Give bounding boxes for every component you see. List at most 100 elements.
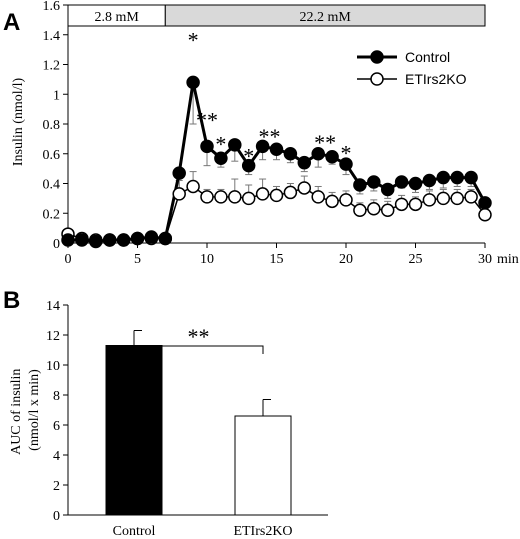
etirs2ko-point: [186, 179, 200, 194]
x-tick-label: 30: [478, 252, 492, 267]
etirs2ko-point: [353, 203, 367, 218]
x-tick-label: 5: [134, 252, 141, 267]
etirs2ko-point: [450, 191, 464, 206]
significance-marker: *: [243, 143, 254, 168]
panel-a-significance: **** *** ** *: [188, 27, 352, 168]
y-tick-label: 0.2: [43, 207, 61, 222]
significance-marker: **: [188, 324, 210, 349]
etirs2ko-bar: [234, 415, 292, 516]
panel-b-y-label-line2: (nmol/l x min): [27, 369, 42, 451]
control-point: [200, 139, 214, 154]
control-point: [464, 170, 478, 185]
control-point: [255, 139, 270, 154]
y-tick-label: 0: [53, 237, 60, 252]
control-point: [158, 231, 173, 246]
significance-marker: *: [341, 140, 352, 165]
y-tick-label: 0.4: [43, 178, 61, 193]
legend-item-control: Control: [357, 49, 450, 65]
significance-marker: **: [196, 108, 218, 133]
y-tick-label: 1.4: [43, 29, 61, 44]
control-point: [144, 230, 159, 244]
x-tick-label: 0: [65, 252, 72, 267]
y-tick-label: 0.6: [43, 148, 61, 163]
control-point: [339, 157, 353, 171]
legend-item-etirs2ko: ETIrs2KO: [357, 71, 467, 87]
panel-a-legend: Control ETIrs2KO: [357, 49, 467, 87]
control-bar: [105, 345, 163, 516]
control-point: [422, 173, 437, 188]
control-point: [102, 233, 117, 247]
panel-b-y-ticks: 0 2 4 6 8 10 12 14: [46, 299, 68, 524]
x-tick-label: 25: [409, 252, 423, 267]
x-tick-label: 15: [270, 252, 284, 267]
phase-segment: [164, 4, 486, 27]
legend-etirs2ko-marker: [370, 72, 384, 86]
panel-a-letter: A: [3, 9, 20, 36]
control-point: [228, 138, 242, 152]
y-tick-label: 2: [53, 479, 60, 494]
control-point: [367, 175, 381, 189]
etirs2ko-point: [172, 187, 186, 201]
etirs2ko-point: [241, 191, 256, 206]
y-tick-label: 10: [46, 359, 60, 374]
y-tick-label: 0.8: [43, 118, 61, 133]
etirs2ko-point: [422, 193, 437, 207]
panel-a-x-ticks: 0 5 10 15 20 25 30: [65, 243, 492, 267]
legend-control-marker: [370, 50, 384, 64]
significance-marker: **: [314, 130, 336, 155]
y-tick-label: 4: [53, 449, 60, 464]
y-tick-label: 12: [46, 329, 60, 344]
y-tick-label: 1.2: [43, 59, 61, 74]
control-line: [68, 81, 487, 244]
significance-bracket: [133, 345, 264, 354]
legend-etirs2ko-label: ETIrs2KO: [405, 71, 467, 87]
etirs2ko-point: [214, 190, 228, 204]
significance-marker: *: [188, 27, 199, 52]
etirs2ko-point: [394, 197, 409, 212]
panel-b-significance: **: [133, 324, 264, 354]
phase-label: 22.2 mM: [299, 10, 351, 25]
control-point: [311, 147, 325, 161]
control-point: [283, 147, 298, 161]
panel-b-y-label: AUC of insulin (nmol/l x min): [9, 365, 42, 455]
panel-b-letter: B: [3, 287, 20, 314]
y-tick-label: 1.6: [43, 0, 61, 14]
control-point: [408, 176, 423, 191]
control-point: [394, 175, 409, 189]
control-point: [186, 75, 200, 90]
control-point: [75, 233, 89, 247]
panel-a-y-label: Insulin (nmol/l): [11, 78, 26, 167]
etirs2ko-point: [228, 190, 242, 204]
etirs2ko-point: [367, 202, 381, 216]
etirs2ko-point: [339, 193, 353, 207]
etirs2ko-point: [255, 187, 270, 201]
etirs2ko-point: [408, 197, 423, 212]
etirs2ko-point: [478, 207, 492, 222]
legend-control-label: Control: [405, 49, 450, 65]
control-point: [89, 234, 103, 249]
etirs2ko-point: [464, 190, 478, 204]
glucose-phase-bar: 2.8 mM 22.2 mM: [67, 4, 486, 27]
x-tick-label: 20: [339, 252, 353, 267]
y-tick-label: 6: [53, 419, 60, 434]
control-point: [269, 142, 284, 157]
etirs2ko-point: [297, 181, 312, 195]
panel-b-y-label-line1: AUC of insulin: [9, 369, 24, 455]
control-point: [116, 233, 131, 247]
control-point: [450, 170, 464, 185]
error-bars: [64, 82, 489, 235]
y-tick-label: 8: [53, 389, 60, 404]
panel-a-series: [61, 75, 492, 249]
y-tick-label: 14: [46, 299, 60, 314]
panel-a-y-ticks: 0 0.2 0.4 0.6 0.8 1 1.2 1.4 1.6: [43, 0, 68, 252]
etirs2ko-point: [283, 185, 298, 200]
etirs2ko-point: [436, 191, 451, 206]
control-point: [436, 170, 451, 185]
etirs2ko-point: [325, 194, 339, 209]
y-tick-label: 1: [53, 88, 60, 103]
control-point: [172, 166, 186, 180]
etirs2ko-point: [311, 190, 325, 204]
y-tick-label: 0: [53, 509, 60, 524]
control-point: [61, 233, 75, 247]
